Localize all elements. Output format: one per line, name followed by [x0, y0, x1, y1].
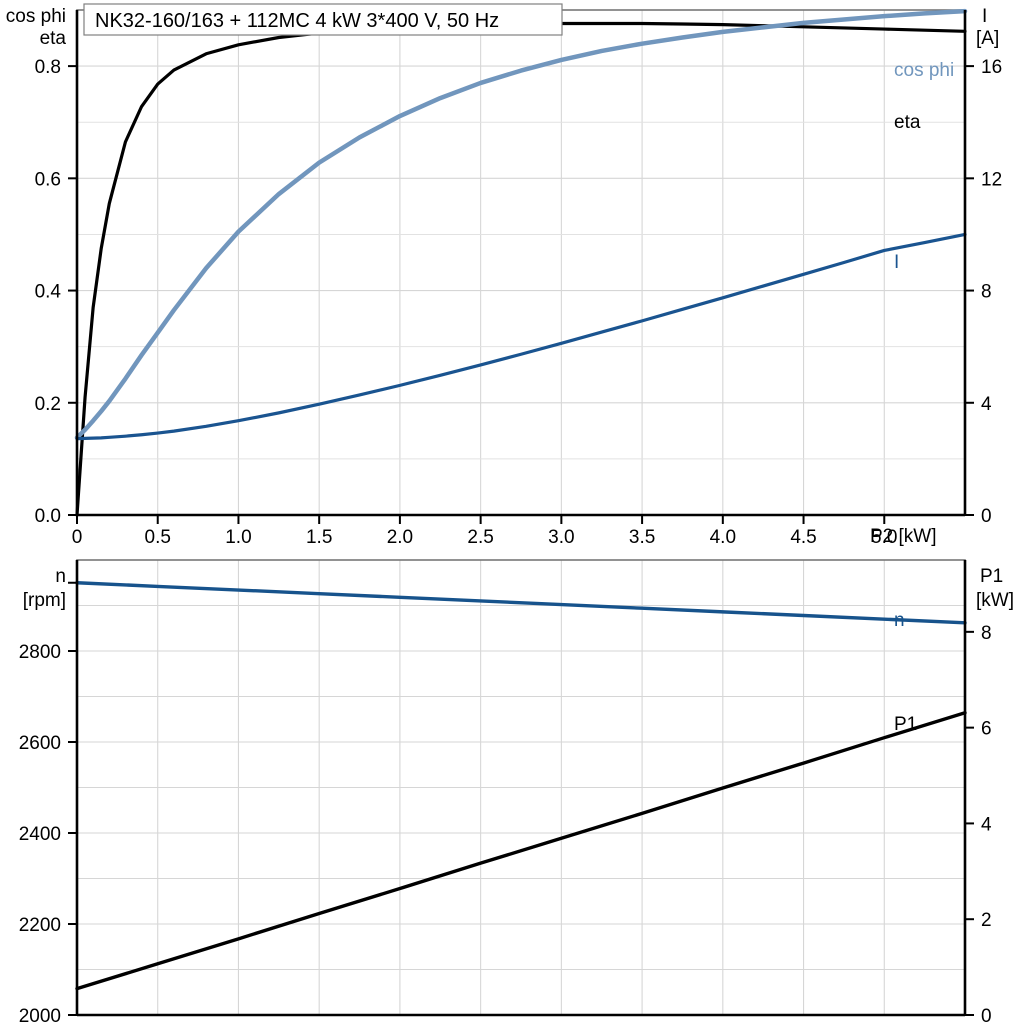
- tick-label-x: 4.0: [710, 527, 736, 548]
- top-chart-tick-labels: 0.0 0.2 0.4 0.6 0.8 0 4 8 12 16 0 0.5 1.0 1.5 2.0 2.5 3.…: [35, 57, 1003, 548]
- tick-label-left: 2200: [19, 915, 61, 936]
- tick-label-left: 0.0: [35, 506, 61, 527]
- tick-label-x: 2.0: [387, 527, 413, 548]
- tick-label-right: 6: [981, 719, 992, 740]
- tick-label-x: 1.0: [225, 527, 251, 548]
- curve-cos-phi: [74, 8, 968, 440]
- curve-label-eta: eta: [894, 112, 921, 133]
- bottom-chart-tick-labels: 2000 2200 2400 2600 2800 0 2 4 6 8: [19, 623, 992, 1024]
- tick-label-right: 4: [981, 394, 992, 415]
- tick-label-right: 8: [981, 623, 992, 644]
- bottom-chart-curves: [75, 581, 967, 991]
- tick-label-x: 0: [72, 527, 83, 548]
- tick-label-right: 0: [981, 1006, 992, 1024]
- tick-label-x: 0.5: [145, 527, 171, 548]
- tick-label-right: 12: [981, 169, 1002, 190]
- tick-label-right: 8: [981, 282, 992, 303]
- tick-label-left: 0.2: [35, 394, 61, 415]
- curve-label-speed: n: [894, 610, 905, 631]
- curve-P1: [75, 711, 967, 991]
- tick-label-x: 5.0: [871, 527, 897, 548]
- top-chart-curves: [74, 8, 968, 517]
- title-box: [83, 3, 563, 36]
- bottom-chart-gridlines: [77, 560, 965, 1015]
- top-chart: 0.0 0.2 0.4 0.6 0.8 0 4 8 12 16 0 0.5 1.0 1.5 2.0 2.5 3.…: [6, 3, 1003, 548]
- curve-label-p1: P1: [894, 714, 917, 735]
- tick-label-right: 0: [981, 506, 992, 527]
- tick-label-left: 0.6: [35, 169, 61, 190]
- tick-label-right: 4: [981, 814, 992, 835]
- top-chart-tickmarks: [68, 65, 974, 524]
- bottom-right-axis-title-line1: P1: [980, 566, 1003, 587]
- tick-label-x: 3.0: [548, 527, 574, 548]
- top-left-axis-title-line1: cos phi: [6, 6, 66, 27]
- curve-eta: [75, 21, 967, 517]
- bottom-left-axis-title-line2: [rpm]: [23, 590, 66, 611]
- tick-label-x: 1.5: [306, 527, 332, 548]
- tick-label-x: 4.5: [790, 527, 816, 548]
- tick-label-x: 3.5: [629, 527, 655, 548]
- tick-label-x: 2.5: [467, 527, 493, 548]
- curve-I: [75, 232, 967, 441]
- tick-label-left: 2000: [19, 1006, 61, 1024]
- tick-label-left: 0.4: [35, 282, 62, 303]
- tick-label-left: 2800: [19, 642, 61, 663]
- top-left-axis-title-line2: eta: [40, 28, 67, 49]
- bottom-left-axis-title-line1: n: [55, 566, 66, 587]
- top-chart-gridlines: [77, 10, 965, 515]
- tick-label-right: 2: [981, 910, 992, 931]
- curve-label-cos-phi: cos phi: [894, 60, 954, 81]
- bottom-right-axis-title-line2: [kW]: [976, 590, 1014, 611]
- bottom-chart-tickmarks: [68, 581, 974, 1016]
- tick-label-left: 2600: [19, 733, 61, 754]
- tick-label-right: 16: [981, 57, 1002, 78]
- top-right-axis-title-line2: [A]: [976, 28, 999, 49]
- top-x-axis-title: P2 [kW]: [870, 526, 937, 547]
- top-right-axis-title-line1: I: [982, 6, 987, 27]
- tick-label-left: 2400: [19, 824, 61, 845]
- bottom-chart: 2000 2200 2400 2600 2800 0 2 4 6 8 n [rpm] P1 [kW…: [19, 559, 1014, 1024]
- chart-title: NK32-160/163 + 112MC 4 kW 3*400 V, 50 Hz: [95, 10, 499, 32]
- curve-n: [75, 581, 967, 625]
- curve-label-current: I: [894, 252, 899, 273]
- tick-label-left: 0.8: [35, 57, 61, 78]
